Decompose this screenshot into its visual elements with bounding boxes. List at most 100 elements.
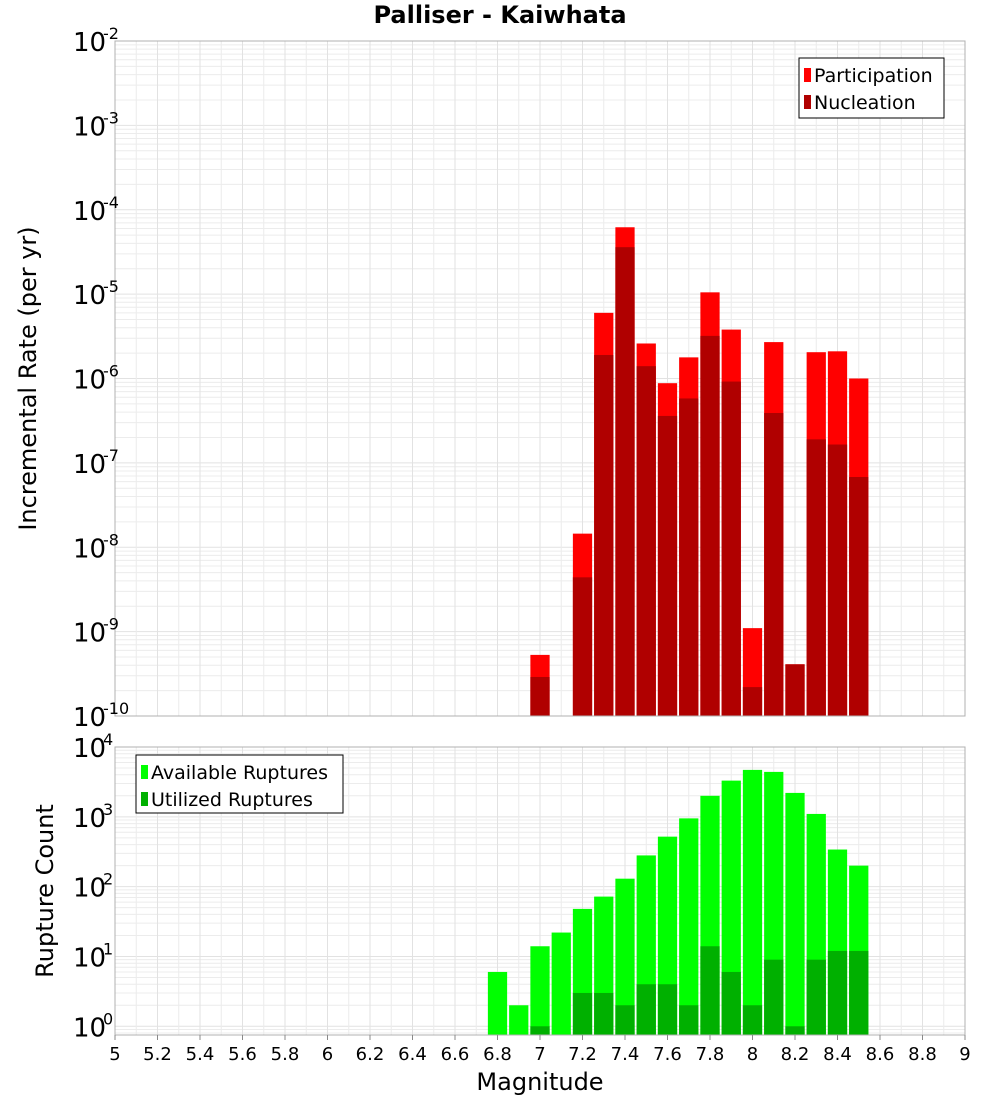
bar-available-ruptures xyxy=(742,769,763,1035)
bar-utilized-ruptures xyxy=(764,959,784,1035)
x-tick-label: 5.4 xyxy=(186,1044,215,1065)
bar-nucleation xyxy=(636,366,656,716)
x-tick-label: 9 xyxy=(959,1044,970,1065)
bar-nucleation xyxy=(742,687,763,716)
legend: Participation Nucleation xyxy=(798,57,945,119)
x-tick-label: 7.6 xyxy=(653,1044,682,1065)
y-tick-label: 10 xyxy=(73,450,106,480)
y-tick-label: 10 xyxy=(73,112,106,142)
y-tick-label: 10 xyxy=(73,197,106,227)
y-tick-exponent: -9 xyxy=(103,615,119,634)
y-tick-label: 10 xyxy=(73,734,106,764)
bar-available-ruptures xyxy=(509,1005,529,1035)
y-tick-exponent: -2 xyxy=(103,24,119,43)
y-tick-exponent: 3 xyxy=(103,800,113,819)
y-tick-exponent: -6 xyxy=(103,362,119,381)
x-tick-label: 7.4 xyxy=(611,1044,640,1065)
legend-label: Utilized Ruptures xyxy=(151,789,313,811)
bar-nucleation xyxy=(530,676,550,716)
bar-nucleation xyxy=(721,381,741,716)
bar-nucleation xyxy=(806,439,826,716)
bars xyxy=(487,769,869,1035)
bars xyxy=(530,227,869,716)
y-tick-exponent: 4 xyxy=(103,730,113,749)
bar-nucleation xyxy=(849,477,869,716)
y-tick-exponent: 1 xyxy=(103,939,113,958)
y-axis-label: Incremental Rate (per yr) xyxy=(14,226,42,530)
legend-label: Available Ruptures xyxy=(151,762,328,784)
y-tick-exponent: -3 xyxy=(103,108,119,127)
bar-nucleation xyxy=(764,413,784,716)
legend: Available Ruptures Utilized Ruptures xyxy=(135,754,344,814)
y-axis: 10-210-310-410-510-610-710-810-910-10 xyxy=(73,24,129,733)
x-tick-label: 8.4 xyxy=(823,1044,852,1065)
bar-utilized-ruptures xyxy=(657,984,678,1035)
bar-nucleation xyxy=(785,664,805,716)
y-tick-label: 10 xyxy=(73,534,106,564)
legend-swatch xyxy=(804,95,811,109)
x-tick-label: 7 xyxy=(534,1044,545,1065)
bar-utilized-ruptures xyxy=(636,984,656,1035)
y-tick-label: 10 xyxy=(73,703,106,733)
bar-utilized-ruptures xyxy=(849,950,869,1035)
y-tick-label: 10 xyxy=(73,28,106,58)
bar-nucleation xyxy=(572,577,593,716)
x-tick-label: 7.2 xyxy=(568,1044,597,1065)
bar-utilized-ruptures xyxy=(594,992,614,1035)
x-tick-label: 8.2 xyxy=(781,1044,810,1065)
legend-swatch xyxy=(141,765,148,779)
x-tick-label: 6.6 xyxy=(441,1044,470,1065)
y-tick-label: 10 xyxy=(73,804,106,834)
x-tick-label: 6.2 xyxy=(356,1044,385,1065)
legend-label: Participation xyxy=(814,65,933,87)
bar-utilized-ruptures xyxy=(530,1026,550,1035)
x-tick-label: 6.8 xyxy=(483,1044,512,1065)
bar-nucleation xyxy=(657,415,678,716)
bar-nucleation xyxy=(594,354,614,716)
bar-utilized-ruptures xyxy=(785,1026,805,1035)
bar-available-ruptures xyxy=(487,971,508,1035)
bar-utilized-ruptures xyxy=(679,1005,699,1035)
bar-available-ruptures xyxy=(721,780,741,1035)
y-tick-exponent: -10 xyxy=(103,699,129,718)
bar-available-ruptures xyxy=(785,792,805,1035)
bar-utilized-ruptures xyxy=(827,950,848,1035)
y-tick-exponent: -7 xyxy=(103,446,119,465)
legend-label: Nucleation xyxy=(814,92,916,114)
bar-nucleation xyxy=(679,398,699,716)
legend-box xyxy=(798,57,945,119)
x-tick-label: 8 xyxy=(747,1044,758,1065)
bar-utilized-ruptures xyxy=(721,971,741,1035)
chart-title: Palliser - Kaiwhata xyxy=(373,1,626,29)
y-tick-label: 10 xyxy=(73,943,106,973)
bar-utilized-ruptures xyxy=(806,959,826,1035)
x-tick-label: 6.4 xyxy=(398,1044,427,1065)
legend-swatch xyxy=(804,68,811,82)
x-tick-label: 8.6 xyxy=(866,1044,895,1065)
bar-utilized-ruptures xyxy=(572,992,593,1035)
bar-utilized-ruptures xyxy=(700,946,720,1035)
x-tick-label: 8.8 xyxy=(908,1044,937,1065)
legend-box xyxy=(135,754,344,814)
bar-nucleation xyxy=(700,335,720,716)
x-tick-label: 5.2 xyxy=(143,1044,172,1065)
y-tick-exponent: -4 xyxy=(103,193,119,212)
bar-available-ruptures xyxy=(551,932,571,1035)
legend-swatch xyxy=(141,792,148,806)
x-tick-label: 6 xyxy=(322,1044,333,1065)
x-tick-label: 5.8 xyxy=(271,1044,300,1065)
y-tick-label: 10 xyxy=(73,619,106,649)
bar-utilized-ruptures xyxy=(615,1005,635,1035)
plot-frame xyxy=(114,40,966,717)
bar-utilized-ruptures xyxy=(742,1005,763,1035)
x-tick-label: 5.6 xyxy=(228,1044,257,1065)
y-tick-label: 10 xyxy=(73,1013,106,1043)
y-tick-exponent: 0 xyxy=(103,1009,113,1028)
y-tick-exponent: 2 xyxy=(103,870,113,889)
x-axis: 5 5.2 5.4 5.6 5.8 6 6.2 6.4 6.6 6.8 7 7.2 7.4 7.6 7.8 8… xyxy=(109,1035,971,1065)
rate-panel: 10-210-310-410-510-610-710-810-910-10Inc… xyxy=(14,24,966,733)
bar-available-ruptures xyxy=(530,946,550,1035)
